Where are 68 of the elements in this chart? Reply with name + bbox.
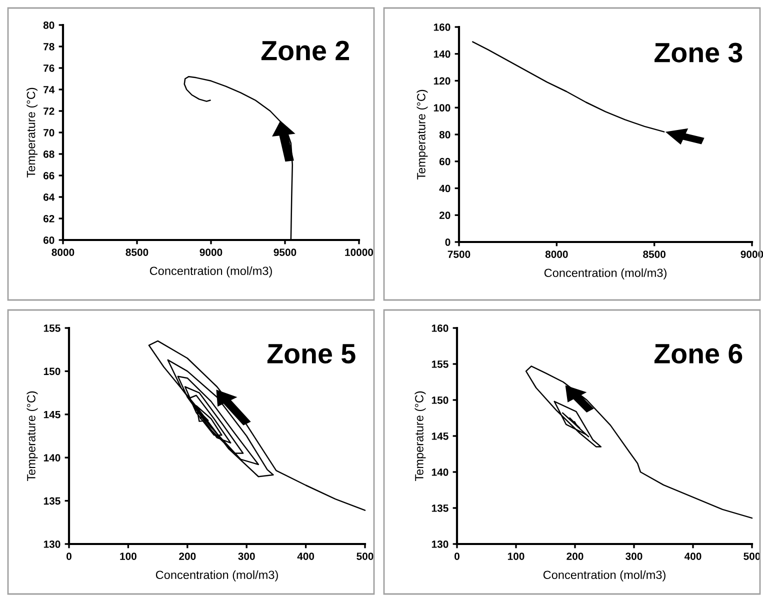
y-tick-label: 78 bbox=[44, 43, 54, 50]
y-tick-label: 130 bbox=[432, 540, 448, 548]
y-tick-label: 155 bbox=[44, 324, 60, 332]
y-tick-label: 70 bbox=[44, 129, 54, 136]
y-tick-label: 150 bbox=[432, 396, 448, 404]
y-tick-label: 66 bbox=[43, 172, 54, 180]
x-axis-title: Concentration (mol/m3) bbox=[156, 570, 278, 582]
y-tick-label: 62 bbox=[43, 215, 54, 222]
y-tick-label: 40 bbox=[439, 184, 450, 192]
y-tick-label: 140 bbox=[432, 468, 448, 476]
x-tick-label: 200 bbox=[179, 552, 196, 560]
y-tick-label: 155 bbox=[432, 360, 448, 368]
y-tick-label: 68 bbox=[43, 150, 54, 158]
y-tick-label: 135 bbox=[44, 497, 60, 505]
x-tick-label: 100 bbox=[120, 552, 136, 560]
x-tick-label: 8500 bbox=[643, 250, 666, 258]
x-axis-title: Concentration (mol/m3) bbox=[543, 570, 666, 582]
y-tick-label: 140 bbox=[434, 50, 450, 58]
x-tick-label: 9000 bbox=[200, 248, 222, 256]
y-axis-title: Temperature (°C) bbox=[26, 391, 38, 482]
y-tick-label: 130 bbox=[44, 540, 60, 548]
y-tick-label: 60 bbox=[43, 236, 54, 244]
x-tick-label: 8500 bbox=[126, 248, 148, 256]
y-axis-title: Temperature (°C) bbox=[414, 391, 426, 482]
x-tick-label: 0 bbox=[66, 552, 72, 560]
x-tick-label: 500 bbox=[356, 552, 374, 560]
x-tick-label: 10000 bbox=[345, 248, 374, 256]
x-axis-title: Concentration (mol/m3) bbox=[150, 266, 272, 278]
x-tick-label: 8000 bbox=[545, 250, 568, 258]
x-axis-title: Concentration (mol/m3) bbox=[544, 268, 666, 280]
y-tick-label: 80 bbox=[439, 131, 450, 138]
y-tick-label: 140 bbox=[44, 454, 60, 462]
y-tick-label: 60 bbox=[439, 158, 450, 166]
y-tick-label: 135 bbox=[432, 504, 448, 512]
x-tick-label: 8000 bbox=[52, 248, 74, 256]
x-tick-label: 0 bbox=[454, 552, 460, 560]
y-tick-label: 120 bbox=[434, 77, 450, 85]
x-tick-label: 300 bbox=[626, 552, 642, 560]
y-axis-title: Temperature (°C) bbox=[416, 90, 428, 180]
x-tick-label: 7500 bbox=[448, 250, 470, 258]
x-tick-label: 100 bbox=[508, 552, 524, 560]
x-tick-label: 500 bbox=[744, 552, 760, 560]
x-tick-label: 9500 bbox=[274, 248, 296, 256]
y-tick-label: 0 bbox=[445, 238, 450, 246]
y-axis-title: Temperature (°C) bbox=[26, 88, 38, 178]
chart-title: Zone 2 bbox=[261, 40, 350, 60]
y-tick-label: 160 bbox=[432, 324, 448, 332]
y-tick-label: 74 bbox=[44, 86, 55, 94]
line-series bbox=[525, 366, 753, 519]
y-tick-label: 20 bbox=[439, 212, 450, 219]
chart-title: Zone 6 bbox=[654, 344, 742, 364]
chart-title: Zone 5 bbox=[267, 344, 356, 364]
y-tick-label: 80 bbox=[43, 22, 54, 29]
y-tick-label: 76 bbox=[44, 64, 54, 72]
y-tick-label: 100 bbox=[434, 104, 450, 112]
y-tick-label: 145 bbox=[44, 411, 60, 418]
x-tick-label: 300 bbox=[238, 552, 255, 560]
line-series bbox=[148, 340, 366, 511]
chart-title: Zone 3 bbox=[654, 42, 742, 62]
y-tick-label: 160 bbox=[434, 24, 450, 31]
x-tick-label: 9000 bbox=[740, 250, 763, 258]
x-tick-label: 400 bbox=[684, 552, 702, 560]
y-tick-label: 150 bbox=[44, 368, 60, 376]
y-tick-label: 64 bbox=[43, 194, 55, 201]
y-tick-label: 145 bbox=[432, 432, 448, 440]
x-tick-label: 400 bbox=[297, 552, 314, 560]
x-tick-label: 200 bbox=[566, 552, 584, 560]
y-tick-label: 72 bbox=[44, 108, 54, 115]
